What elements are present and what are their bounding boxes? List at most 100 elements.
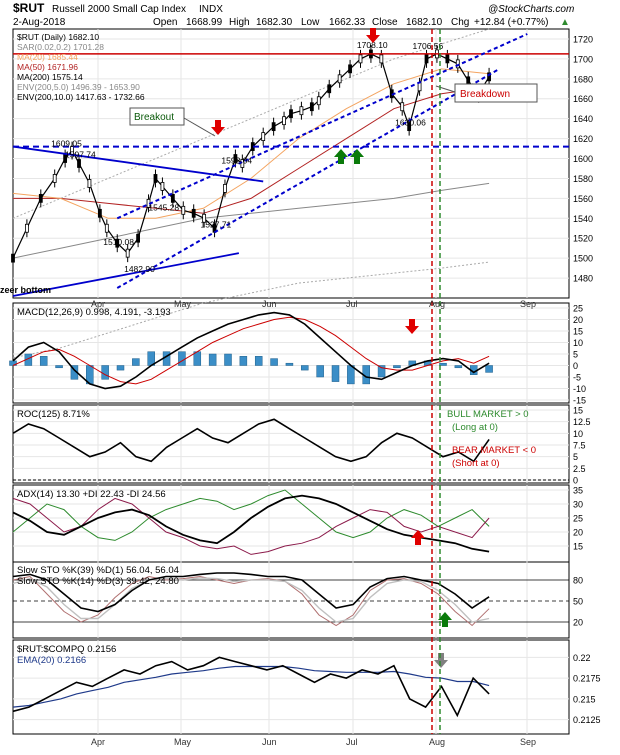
price-candle-body [160, 182, 165, 191]
ohlc-high-label: High [229, 17, 250, 28]
red-up-arrow-icon-shaft [415, 538, 421, 545]
stoch-tick-label: 50 [573, 597, 583, 607]
breakdown-pointer [435, 85, 456, 93]
x-tick-label-bottom: Sep [520, 737, 536, 747]
macd-histogram-bar [454, 365, 463, 369]
price-tick-label: 1700 [573, 54, 593, 64]
green-up-arrow-icon [438, 612, 452, 620]
x-tick-label-bottom: Aug [429, 737, 445, 747]
macd-histogram-bar [178, 351, 186, 366]
stoch-panel: 20 50 80 Slow STO %K(39) %D(1) 56.04, 56.04… [12, 565, 583, 628]
grey-down-arrow-icon-shaft [438, 653, 444, 660]
symbol-label: $RUT [13, 1, 45, 15]
macd-histogram-bar [224, 353, 232, 366]
macd-histogram-bar [439, 362, 447, 366]
price-candle-body [400, 102, 405, 112]
price-tick-label: 1560 [573, 194, 593, 204]
index-name: Russell 2000 Small Cap Index [52, 4, 186, 15]
price-label: 1708.10 [357, 40, 388, 50]
price-tick-label: 1680 [573, 74, 593, 84]
macd-histogram-bar [193, 351, 202, 366]
x-tick-label-bottom: May [174, 737, 192, 747]
price-legend-entry: $RUT (Daily) 1682.10 [17, 32, 99, 42]
macd-histogram-bar [316, 365, 324, 378]
macd-tick-label: 0 [573, 361, 578, 371]
breakout-label: Breakout [134, 112, 174, 123]
ohlc-close: 1682.10 [406, 17, 443, 28]
price-candle-body [11, 253, 15, 263]
price-label: 1482.90 [124, 264, 155, 274]
stoch-d3-line [12, 577, 490, 623]
x-tick-label-top: Jun [262, 299, 277, 309]
price-label: 1609.05 [51, 139, 82, 149]
price-label: 1545.28 [148, 202, 179, 212]
price-tick-label: 1520 [573, 234, 593, 244]
breakdown-label: Breakdown [460, 89, 510, 100]
macd-histogram-bar [377, 365, 386, 378]
stoch-legend-2: Slow STO %K(14) %D(3) 39.42, 24.80 [17, 576, 179, 587]
price-panel: 1480150015201540156015801600162016401660… [11, 28, 593, 359]
price-candle-body [223, 184, 227, 193]
ohlc-low-label: Low [301, 17, 320, 28]
macd-histogram-bar [254, 356, 263, 366]
macd-histogram-bar [393, 365, 401, 369]
roc-panel-frame [12, 404, 570, 484]
green-up-arrow-icon-shaft [354, 157, 360, 164]
ratio-line [12, 656, 490, 718]
breakout-box [129, 107, 185, 126]
roc-tick-label: 15 [573, 406, 583, 416]
adx-tick-label: 30 [573, 500, 583, 510]
roc-tick-label: 12.5 [573, 417, 591, 427]
x-tick-label-bottom: Jun [262, 737, 277, 747]
roc-tick-label: 10 [573, 429, 583, 439]
price-tick-label: 1640 [573, 114, 593, 124]
price-candle-body [38, 193, 43, 203]
envelope-lower-line [12, 261, 490, 359]
price-tick-label: 1500 [573, 254, 593, 264]
price-candle-body [97, 208, 102, 218]
red-down-arrow-icon [405, 326, 419, 334]
price-tick-label: 1540 [573, 214, 593, 224]
macd-tick-label: 20 [573, 315, 583, 325]
price-tick-label: 1580 [573, 174, 593, 184]
x-tick-label-top: Jul [346, 299, 358, 309]
ohlc-close-label: Close [372, 17, 398, 28]
rising-trendline [12, 252, 240, 297]
price-candle-body [487, 72, 491, 82]
stoch-legend-1: Slow STO %K(39) %D(1) 56.04, 56.04 [17, 565, 179, 576]
price-candle-body [327, 84, 332, 94]
macd-histogram-bar [270, 358, 278, 366]
panel-frames [12, 28, 570, 735]
ratio-panel-frame [12, 639, 570, 735]
macd-tick-label: -10 [573, 384, 586, 394]
ratio-tick-label: 0.2125 [573, 715, 601, 725]
adx-panel: 15 20 25 30 35 ADX(14) 13.30 +DI 22.43 -DI 24… [12, 486, 583, 555]
adx-legend: ADX(14) 13.30 +DI 22.43 -DI 24.56 [17, 489, 166, 500]
red-down-arrow-icon-shaft [215, 120, 221, 127]
price-candle-body [379, 54, 384, 64]
ma50-line [13, 86, 490, 214]
roc-line [12, 418, 490, 463]
breakdown-box [454, 83, 538, 103]
price-legend-entry: MA(50) 1671.96 [17, 62, 78, 72]
price-label: 1510.08 [103, 237, 134, 247]
green-up-arrow-icon-shaft [442, 620, 448, 627]
macd-tick-label: 25 [573, 304, 583, 314]
macd-histogram-bar [101, 365, 109, 380]
x-tick-label-bottom: Jul [346, 737, 358, 747]
exchange-label: INDX [199, 4, 223, 15]
adx-line [12, 494, 490, 553]
x-axis: Apr Apr May May Jun Jun Jul Jul Aug Aug Sep Sep [91, 299, 536, 747]
descending-trendline [12, 145, 264, 183]
red-down-arrow-icon-shaft [409, 319, 415, 326]
price-legend-entry: MA(20) 1685.44 [17, 52, 78, 62]
ratio-ema-line [12, 665, 490, 708]
ratio-legend: $RUT:$COMPQ 0.2156 [17, 644, 116, 655]
macd-histogram-bar [285, 362, 294, 366]
red-up-arrow-icon [411, 530, 425, 538]
roc-tick-label: 2.5 [573, 464, 586, 474]
chg-up-arrow-icon: ▲ [560, 17, 570, 28]
price-label: 1592.04 [221, 155, 252, 165]
roc-tick-label: 7.5 [573, 441, 586, 451]
price-tick-label: 1660 [573, 94, 593, 104]
